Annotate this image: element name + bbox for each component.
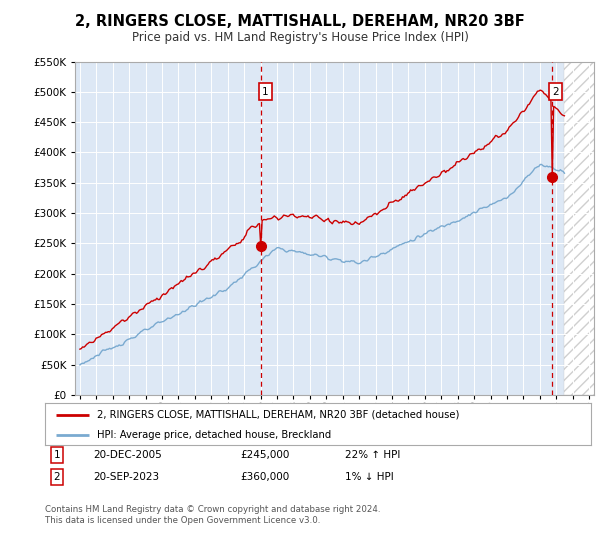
- Text: 2, RINGERS CLOSE, MATTISHALL, DEREHAM, NR20 3BF (detached house): 2, RINGERS CLOSE, MATTISHALL, DEREHAM, N…: [97, 409, 459, 419]
- Text: £245,000: £245,000: [240, 450, 289, 460]
- Text: 2: 2: [53, 472, 61, 482]
- Bar: [565, 62, 600, 395]
- Text: 2, RINGERS CLOSE, MATTISHALL, DEREHAM, NR20 3BF: 2, RINGERS CLOSE, MATTISHALL, DEREHAM, N…: [75, 14, 525, 29]
- Text: 1: 1: [53, 450, 61, 460]
- Text: 22% ↑ HPI: 22% ↑ HPI: [345, 450, 400, 460]
- Text: 20-DEC-2005: 20-DEC-2005: [93, 450, 162, 460]
- Text: 1: 1: [262, 87, 269, 96]
- Text: HPI: Average price, detached house, Breckland: HPI: Average price, detached house, Brec…: [97, 430, 331, 440]
- Text: Price paid vs. HM Land Registry's House Price Index (HPI): Price paid vs. HM Land Registry's House …: [131, 31, 469, 44]
- Text: Contains HM Land Registry data © Crown copyright and database right 2024.
This d: Contains HM Land Registry data © Crown c…: [45, 505, 380, 525]
- Text: 2: 2: [553, 87, 559, 96]
- Text: £360,000: £360,000: [240, 472, 289, 482]
- Bar: [565, 62, 600, 395]
- Text: 20-SEP-2023: 20-SEP-2023: [93, 472, 159, 482]
- Text: 1% ↓ HPI: 1% ↓ HPI: [345, 472, 394, 482]
